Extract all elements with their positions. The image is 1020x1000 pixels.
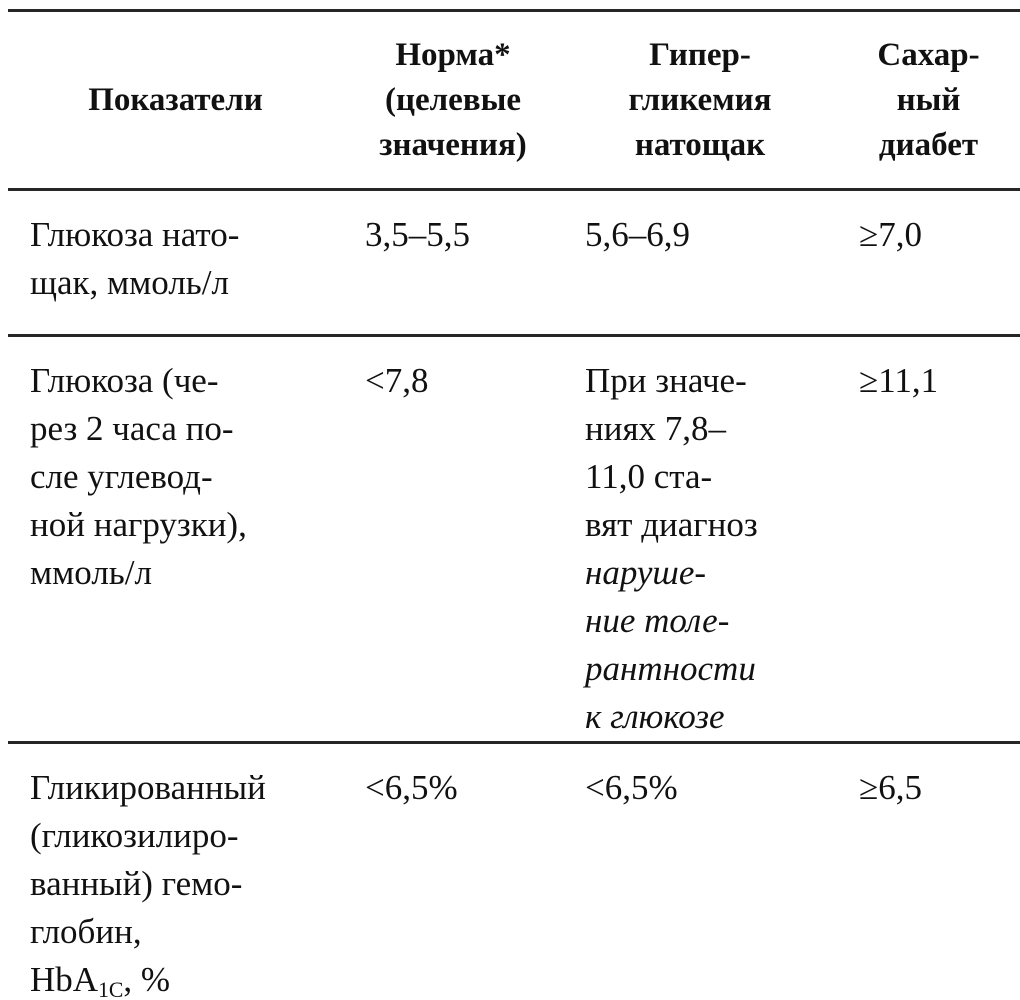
cell-indicator-hba1c: Гликированный (гликозилиро-ванный) гемо-г… (8, 742, 343, 1000)
cell-norm-2h-glucose: <7,8 (343, 335, 563, 744)
cell-hyper-hba1c: <6,5% (563, 742, 837, 1000)
header-indicators: Показатели (8, 10, 343, 191)
table-row: Глюкоза нато-щак, ммоль/л 3,5–5,5 5,6–6,… (8, 189, 1020, 337)
cell-diabetes-hba1c: ≥6,5 (837, 742, 1020, 1000)
cell-indicator-2h-glucose: Глюкоза (че-рез 2 часа по-сле углевод-но… (8, 335, 343, 744)
cell-hyper-fasting-glucose: 5,6–6,9 (563, 189, 837, 337)
header-diabetes: Сахар-ный диабет (837, 10, 1020, 191)
document-page: Показатели Норма* (целевые значения) Гипер… (0, 9, 1020, 1000)
cell-norm-hba1c: <6,5% (343, 742, 563, 1000)
header-hyperglycemia: Гипер-гликемия натощак (563, 10, 837, 191)
glucose-diagnostics-table: Показатели Норма* (целевые значения) Гипер… (8, 9, 1020, 1000)
cell-norm-fasting-glucose: 3,5–5,5 (343, 189, 563, 337)
header-norm: Норма* (целевые значения) (343, 10, 563, 191)
cell-indicator-fasting-glucose: Глюкоза нато-щак, ммоль/л (8, 189, 343, 337)
cell-diabetes-fasting-glucose: ≥7,0 (837, 189, 1020, 337)
table-header-row: Показатели Норма* (целевые значения) Гипер… (8, 10, 1020, 191)
cell-hyper-2h-glucose: При значе-ниях 7,8– 11,0 ста-вят диагноз н… (563, 335, 837, 744)
cell-diabetes-2h-glucose: ≥11,1 (837, 335, 1020, 744)
table-row: Глюкоза (че-рез 2 часа по-сле углевод-но… (8, 335, 1020, 744)
table-row: Гликированный (гликозилиро-ванный) гемо-г… (8, 742, 1020, 1000)
